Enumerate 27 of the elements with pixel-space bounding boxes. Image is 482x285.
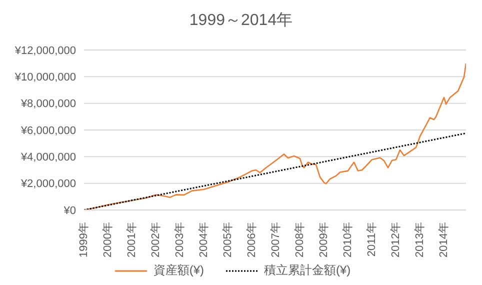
legend-label: 資産額(¥)	[153, 262, 204, 279]
x-tick-label: 2009年	[318, 222, 330, 258]
y-tick-label: ¥0	[62, 204, 76, 217]
y-tick-label: ¥6,000,000	[20, 124, 76, 137]
y-tick-label: ¥12,000,000	[14, 44, 76, 57]
x-tick-label: 2011年	[366, 222, 378, 257]
x-tick-label: 1999年	[78, 222, 90, 258]
x-tick-label: 2000年	[102, 222, 114, 258]
y-tick-label: ¥8,000,000	[20, 98, 76, 110]
legend-label: 積立累計金額(¥)	[264, 262, 351, 279]
x-tick-label: 2004年	[198, 222, 210, 258]
x-tick-label: 2012年	[390, 222, 402, 258]
x-tick-label: 2008年	[294, 222, 306, 258]
y-tick-label: ¥4,000,000	[20, 152, 76, 164]
y-tick-label: ¥2,000,000	[20, 178, 76, 190]
x-tick-label: 2001年	[126, 222, 138, 258]
x-tick-label: 2003年	[174, 222, 186, 258]
x-tick-label: 2005年	[222, 222, 234, 258]
y-tick-label: ¥10,000,000	[14, 72, 76, 84]
x-tick-label: 2006年	[246, 222, 258, 258]
chart-title: 1999～2014年	[188, 11, 294, 31]
x-tick-label: 2014年	[438, 222, 450, 258]
x-tick-label: 2007年	[270, 222, 282, 258]
x-tick-label: 2013年	[414, 222, 426, 258]
line-series	[84, 62, 466, 210]
x-tick-label: 2002年	[150, 222, 162, 258]
x-tick-label: 2010年	[342, 222, 354, 258]
